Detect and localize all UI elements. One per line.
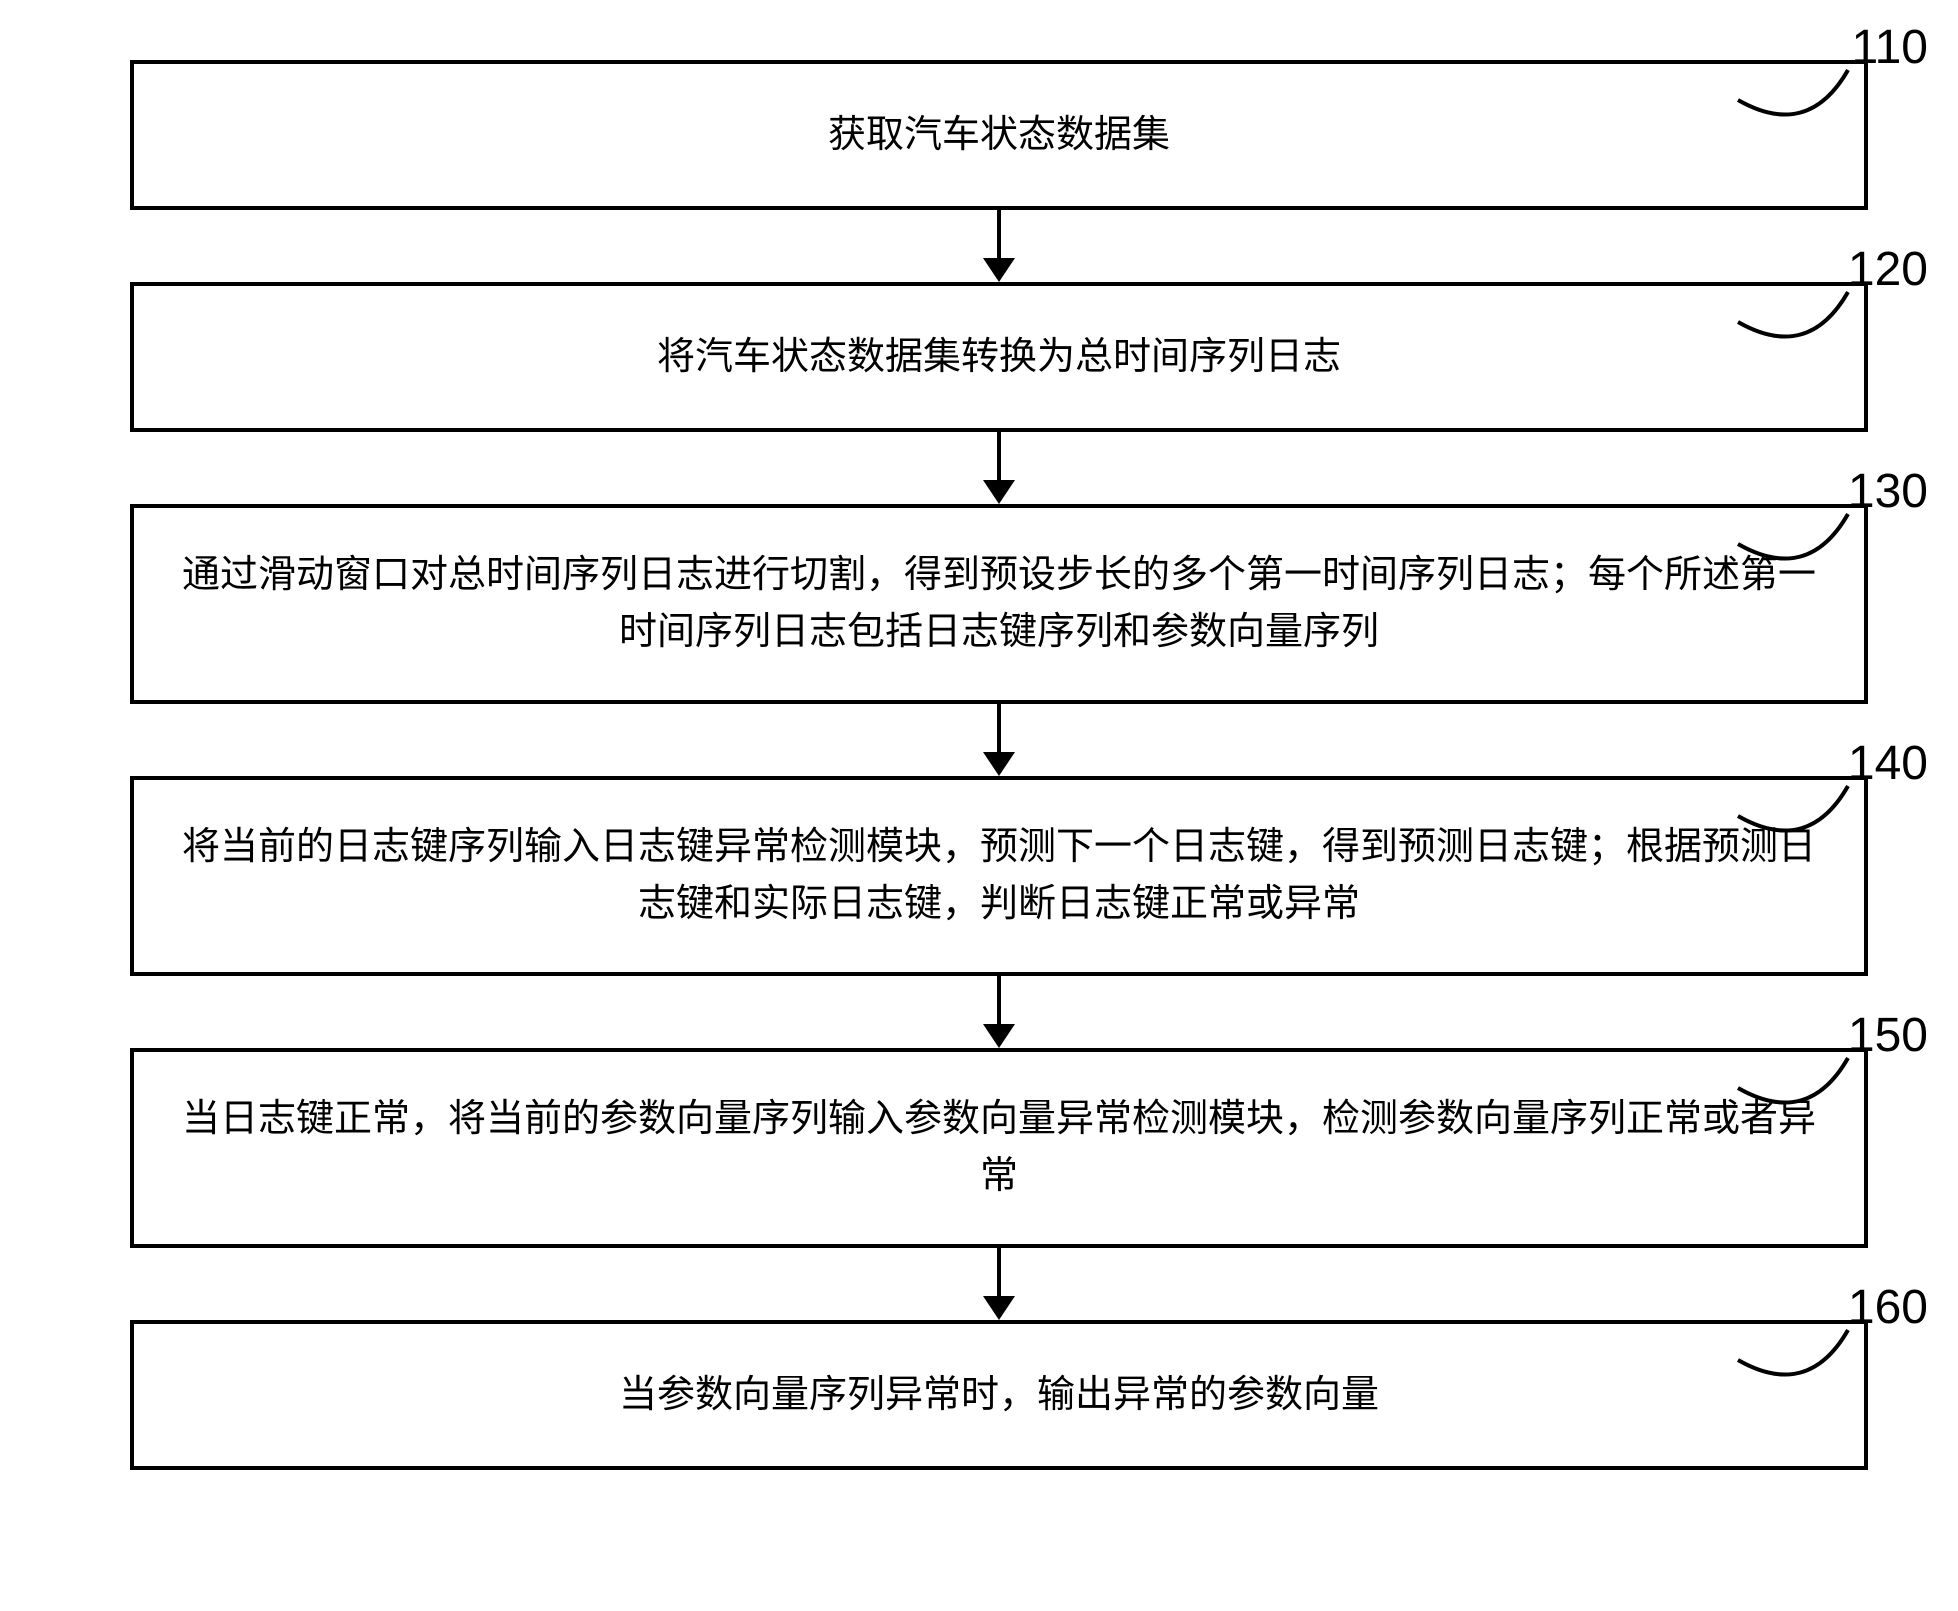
node-text: 将当前的日志键序列输入日志键异常检测模块，预测下一个日志键，得到预测日志键；根据…	[174, 819, 1824, 933]
node-box: 通过滑动窗口对总时间序列日志进行切割，得到预设步长的多个第一时间序列日志；每个所…	[130, 504, 1868, 704]
node-label: 110	[1851, 20, 1928, 75]
flow-arrow	[983, 1248, 1015, 1320]
flow-arrow	[983, 432, 1015, 504]
node-box: 当参数向量序列异常时，输出异常的参数向量	[130, 1320, 1868, 1470]
flow-arrow	[983, 976, 1015, 1048]
node-label: 150	[1848, 1008, 1928, 1063]
flow-node: 130 通过滑动窗口对总时间序列日志进行切割，得到预设步长的多个第一时间序列日志…	[130, 504, 1868, 704]
flow-node: 110 获取汽车状态数据集	[130, 60, 1868, 210]
node-text: 当日志键正常，将当前的参数向量序列输入参数向量异常检测模块，检测参数向量序列正常…	[174, 1091, 1824, 1205]
flowchart-container: 110 获取汽车状态数据集 120 将汽车状态数据集转换为总时间序列日志 130…	[130, 60, 1868, 1470]
node-label: 120	[1848, 242, 1928, 297]
node-box: 当日志键正常，将当前的参数向量序列输入参数向量异常检测模块，检测参数向量序列正常…	[130, 1048, 1868, 1248]
flow-node: 140 将当前的日志键序列输入日志键异常检测模块，预测下一个日志键，得到预测日志…	[130, 776, 1868, 976]
node-box: 获取汽车状态数据集	[130, 60, 1868, 210]
node-box: 将汽车状态数据集转换为总时间序列日志	[130, 282, 1868, 432]
node-label: 140	[1848, 736, 1928, 791]
node-text: 当参数向量序列异常时，输出异常的参数向量	[619, 1367, 1379, 1424]
node-text: 将汽车状态数据集转换为总时间序列日志	[657, 329, 1341, 386]
node-box: 将当前的日志键序列输入日志键异常检测模块，预测下一个日志键，得到预测日志键；根据…	[130, 776, 1868, 976]
flow-arrow	[983, 704, 1015, 776]
flow-node: 150 当日志键正常，将当前的参数向量序列输入参数向量异常检测模块，检测参数向量…	[130, 1048, 1868, 1248]
node-text: 通过滑动窗口对总时间序列日志进行切割，得到预设步长的多个第一时间序列日志；每个所…	[174, 547, 1824, 661]
node-label: 130	[1848, 464, 1928, 519]
flow-node: 160 当参数向量序列异常时，输出异常的参数向量	[130, 1320, 1868, 1470]
node-label: 160	[1848, 1280, 1928, 1335]
flow-arrow	[983, 210, 1015, 282]
flow-node: 120 将汽车状态数据集转换为总时间序列日志	[130, 282, 1868, 432]
node-text: 获取汽车状态数据集	[828, 107, 1170, 164]
